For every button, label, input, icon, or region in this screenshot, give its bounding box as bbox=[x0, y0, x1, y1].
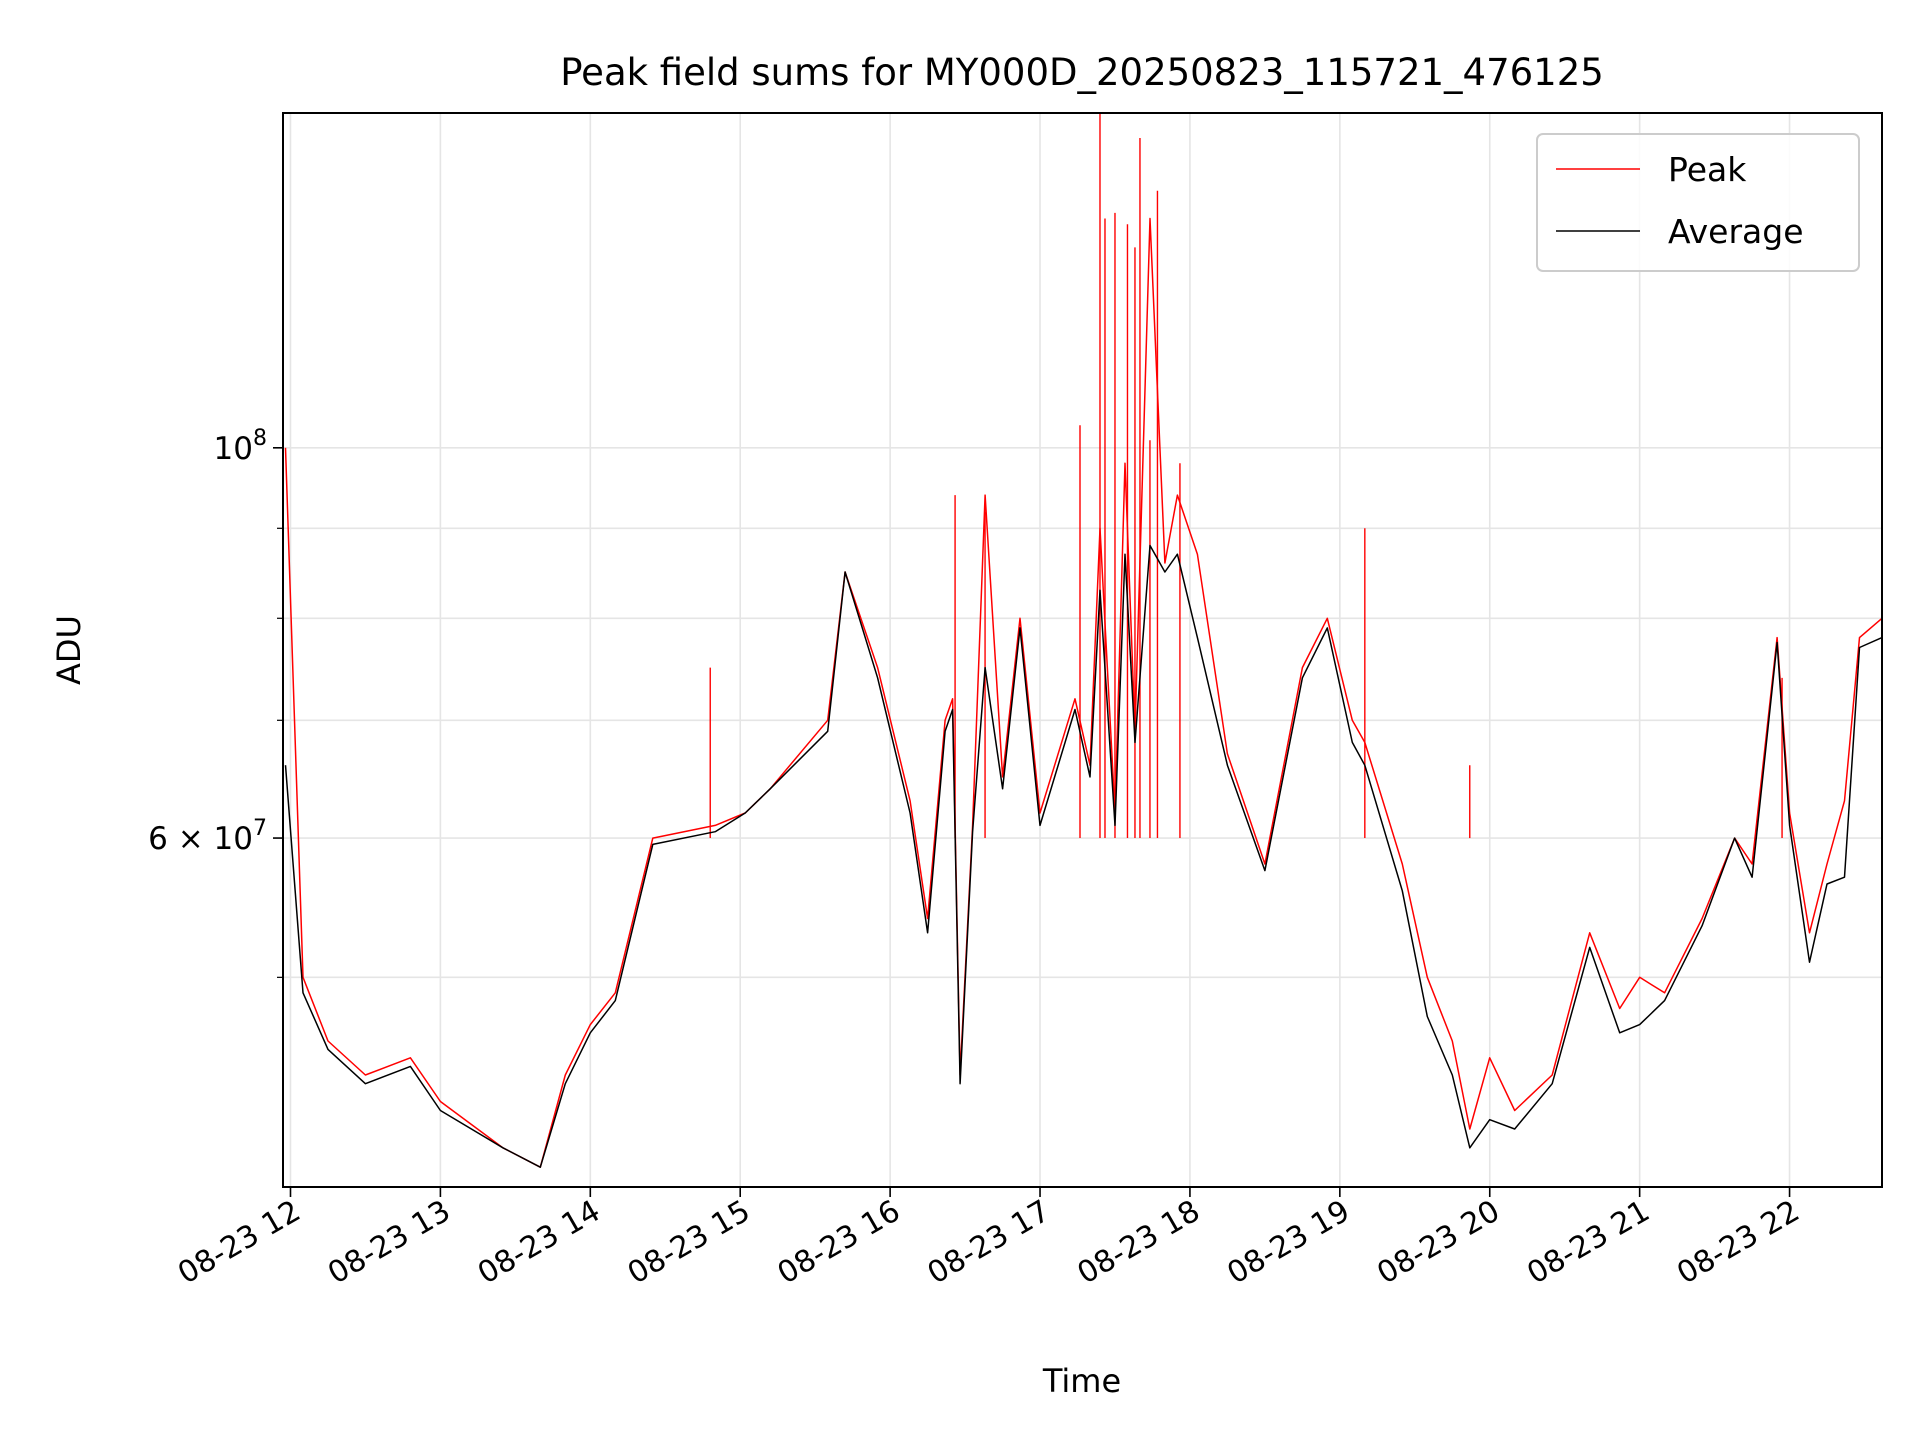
x-axis-label: Time bbox=[1042, 1362, 1121, 1400]
grid bbox=[283, 113, 1882, 1187]
series-line-peak bbox=[284, 217, 1883, 1168]
legend-label-average: Average bbox=[1668, 212, 1804, 251]
y-tick-label: 108 bbox=[214, 426, 267, 467]
legend-label-peak: Peak bbox=[1668, 150, 1747, 189]
y-axis: 108 6 × 107 bbox=[148, 426, 283, 978]
series-line-average bbox=[284, 544, 1883, 1168]
chart-title: Peak field sums for MY000D_20250823_1157… bbox=[560, 51, 1604, 94]
y-tick-label: 6 × 107 bbox=[148, 816, 267, 857]
series-lines bbox=[284, 217, 1883, 1168]
legend: Peak Average bbox=[1536, 133, 1860, 272]
plot-frame bbox=[282, 112, 1883, 1188]
y-axis-label: ADU bbox=[50, 615, 88, 685]
